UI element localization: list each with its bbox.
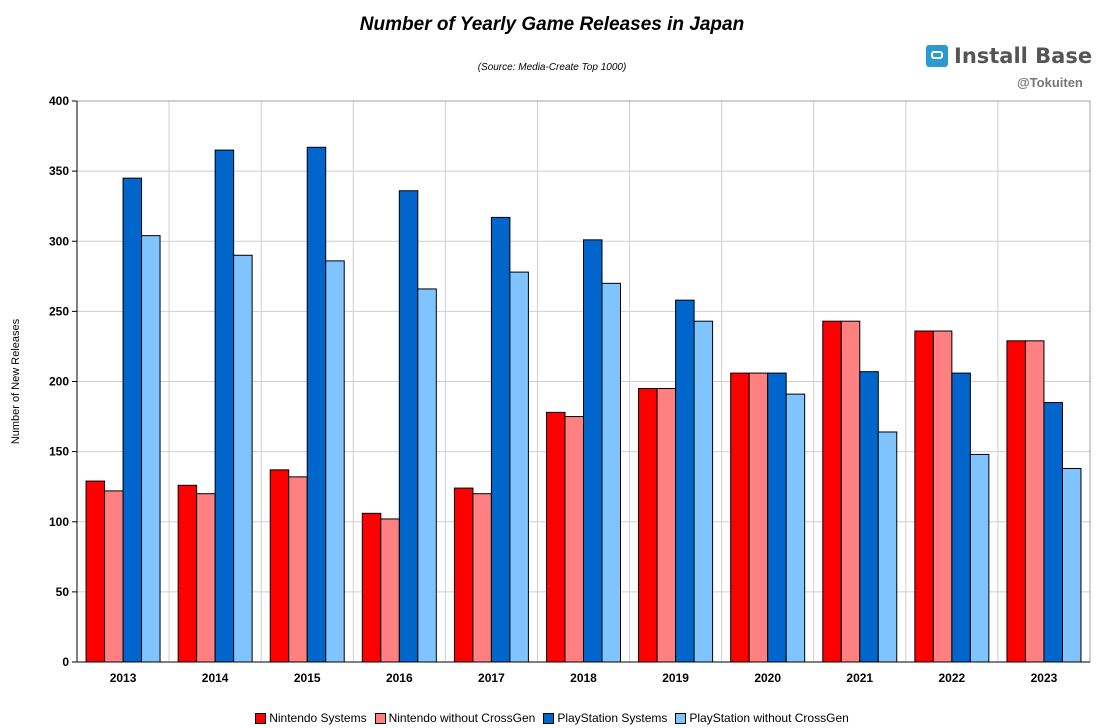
legend-swatch <box>255 712 267 724</box>
bar <box>767 372 787 663</box>
bar <box>380 518 400 663</box>
x-tick-label: 2016 <box>386 671 413 685</box>
y-tick-label: 150 <box>49 445 69 459</box>
bar <box>104 490 124 663</box>
bar <box>748 372 769 663</box>
x-tick-label: 2023 <box>1031 671 1058 685</box>
y-tick-label: 250 <box>49 304 69 318</box>
bar <box>546 411 566 663</box>
chart-title: Number of Yearly Game Releases in Japan <box>359 14 745 35</box>
bar <box>269 469 290 663</box>
bar <box>1061 467 1082 663</box>
bar <box>1006 340 1026 663</box>
brand-handle: @Tokuiten <box>1017 75 1083 90</box>
y-tick-label: 0 <box>62 655 69 669</box>
gamepad-icon <box>926 45 948 67</box>
y-axis-label: Number of New Releases <box>10 318 22 444</box>
y-tick-label: 350 <box>49 164 69 178</box>
bar <box>969 453 990 663</box>
bar <box>472 493 492 663</box>
legend-swatch <box>374 712 386 724</box>
y-tick-label: 200 <box>49 375 69 389</box>
y-tick-label: 400 <box>49 94 69 108</box>
x-tick-label: 2018 <box>570 671 597 685</box>
bar <box>85 480 106 663</box>
bar <box>288 476 308 663</box>
x-tick-label: 2019 <box>662 671 689 685</box>
bar <box>490 216 511 663</box>
bar <box>361 512 382 663</box>
legend-label: PlayStation Systems <box>557 711 668 725</box>
bar <box>122 177 143 663</box>
legend-label: Nintendo without CrossGen <box>388 711 536 725</box>
chart-legend: Nintendo Systems Nintendo without CrossGe… <box>0 711 1104 725</box>
bar <box>932 330 953 663</box>
bar <box>1043 402 1063 663</box>
bar <box>177 484 198 663</box>
brand-name: Install Base <box>954 44 1093 68</box>
bar <box>325 260 345 663</box>
legend-item: Nintendo without CrossGen <box>374 711 536 725</box>
chart-subtitle: (Source: Media-Create Top 1000) <box>477 62 627 73</box>
bar <box>233 254 253 663</box>
bar <box>453 487 474 663</box>
bar <box>398 190 419 663</box>
bar <box>951 372 971 663</box>
y-tick-label: 300 <box>49 234 69 248</box>
x-tick-label: 2021 <box>846 671 873 685</box>
bar <box>877 431 898 663</box>
legend-label: PlayStation without CrossGen <box>689 711 849 725</box>
x-tick-label: 2015 <box>294 671 321 685</box>
bar <box>859 371 879 663</box>
bar <box>656 388 677 663</box>
legend-item: Nintendo Systems <box>255 711 367 725</box>
x-tick-label: 2017 <box>478 671 505 685</box>
y-tick-label: 50 <box>56 585 70 599</box>
legend-item: PlayStation without CrossGen <box>675 711 849 725</box>
legend-swatch <box>543 712 555 724</box>
bar <box>730 372 750 663</box>
x-tick-label: 2013 <box>110 671 137 685</box>
y-tick-label: 100 <box>49 515 69 529</box>
bar <box>693 320 714 663</box>
bar <box>785 393 806 663</box>
bar <box>509 271 529 663</box>
bar <box>306 146 327 663</box>
bar <box>564 416 584 663</box>
brand-logo-block: Install Base <box>926 44 1092 68</box>
bar <box>583 239 603 663</box>
x-tick-label: 2022 <box>939 671 966 685</box>
bar <box>840 320 861 663</box>
bar <box>141 235 161 663</box>
bar <box>675 299 695 663</box>
bar <box>638 388 658 663</box>
legend-swatch <box>675 712 687 724</box>
x-tick-label: 2014 <box>202 671 229 685</box>
bar <box>822 320 842 663</box>
legend-label: Nintendo Systems <box>269 711 367 725</box>
legend-item: PlayStation Systems <box>543 711 667 725</box>
bar <box>1024 340 1045 663</box>
x-tick-label: 2020 <box>754 671 781 685</box>
bar <box>914 330 934 663</box>
bar <box>196 493 216 663</box>
bar <box>601 282 621 663</box>
bar <box>417 288 437 663</box>
bar <box>214 149 235 663</box>
